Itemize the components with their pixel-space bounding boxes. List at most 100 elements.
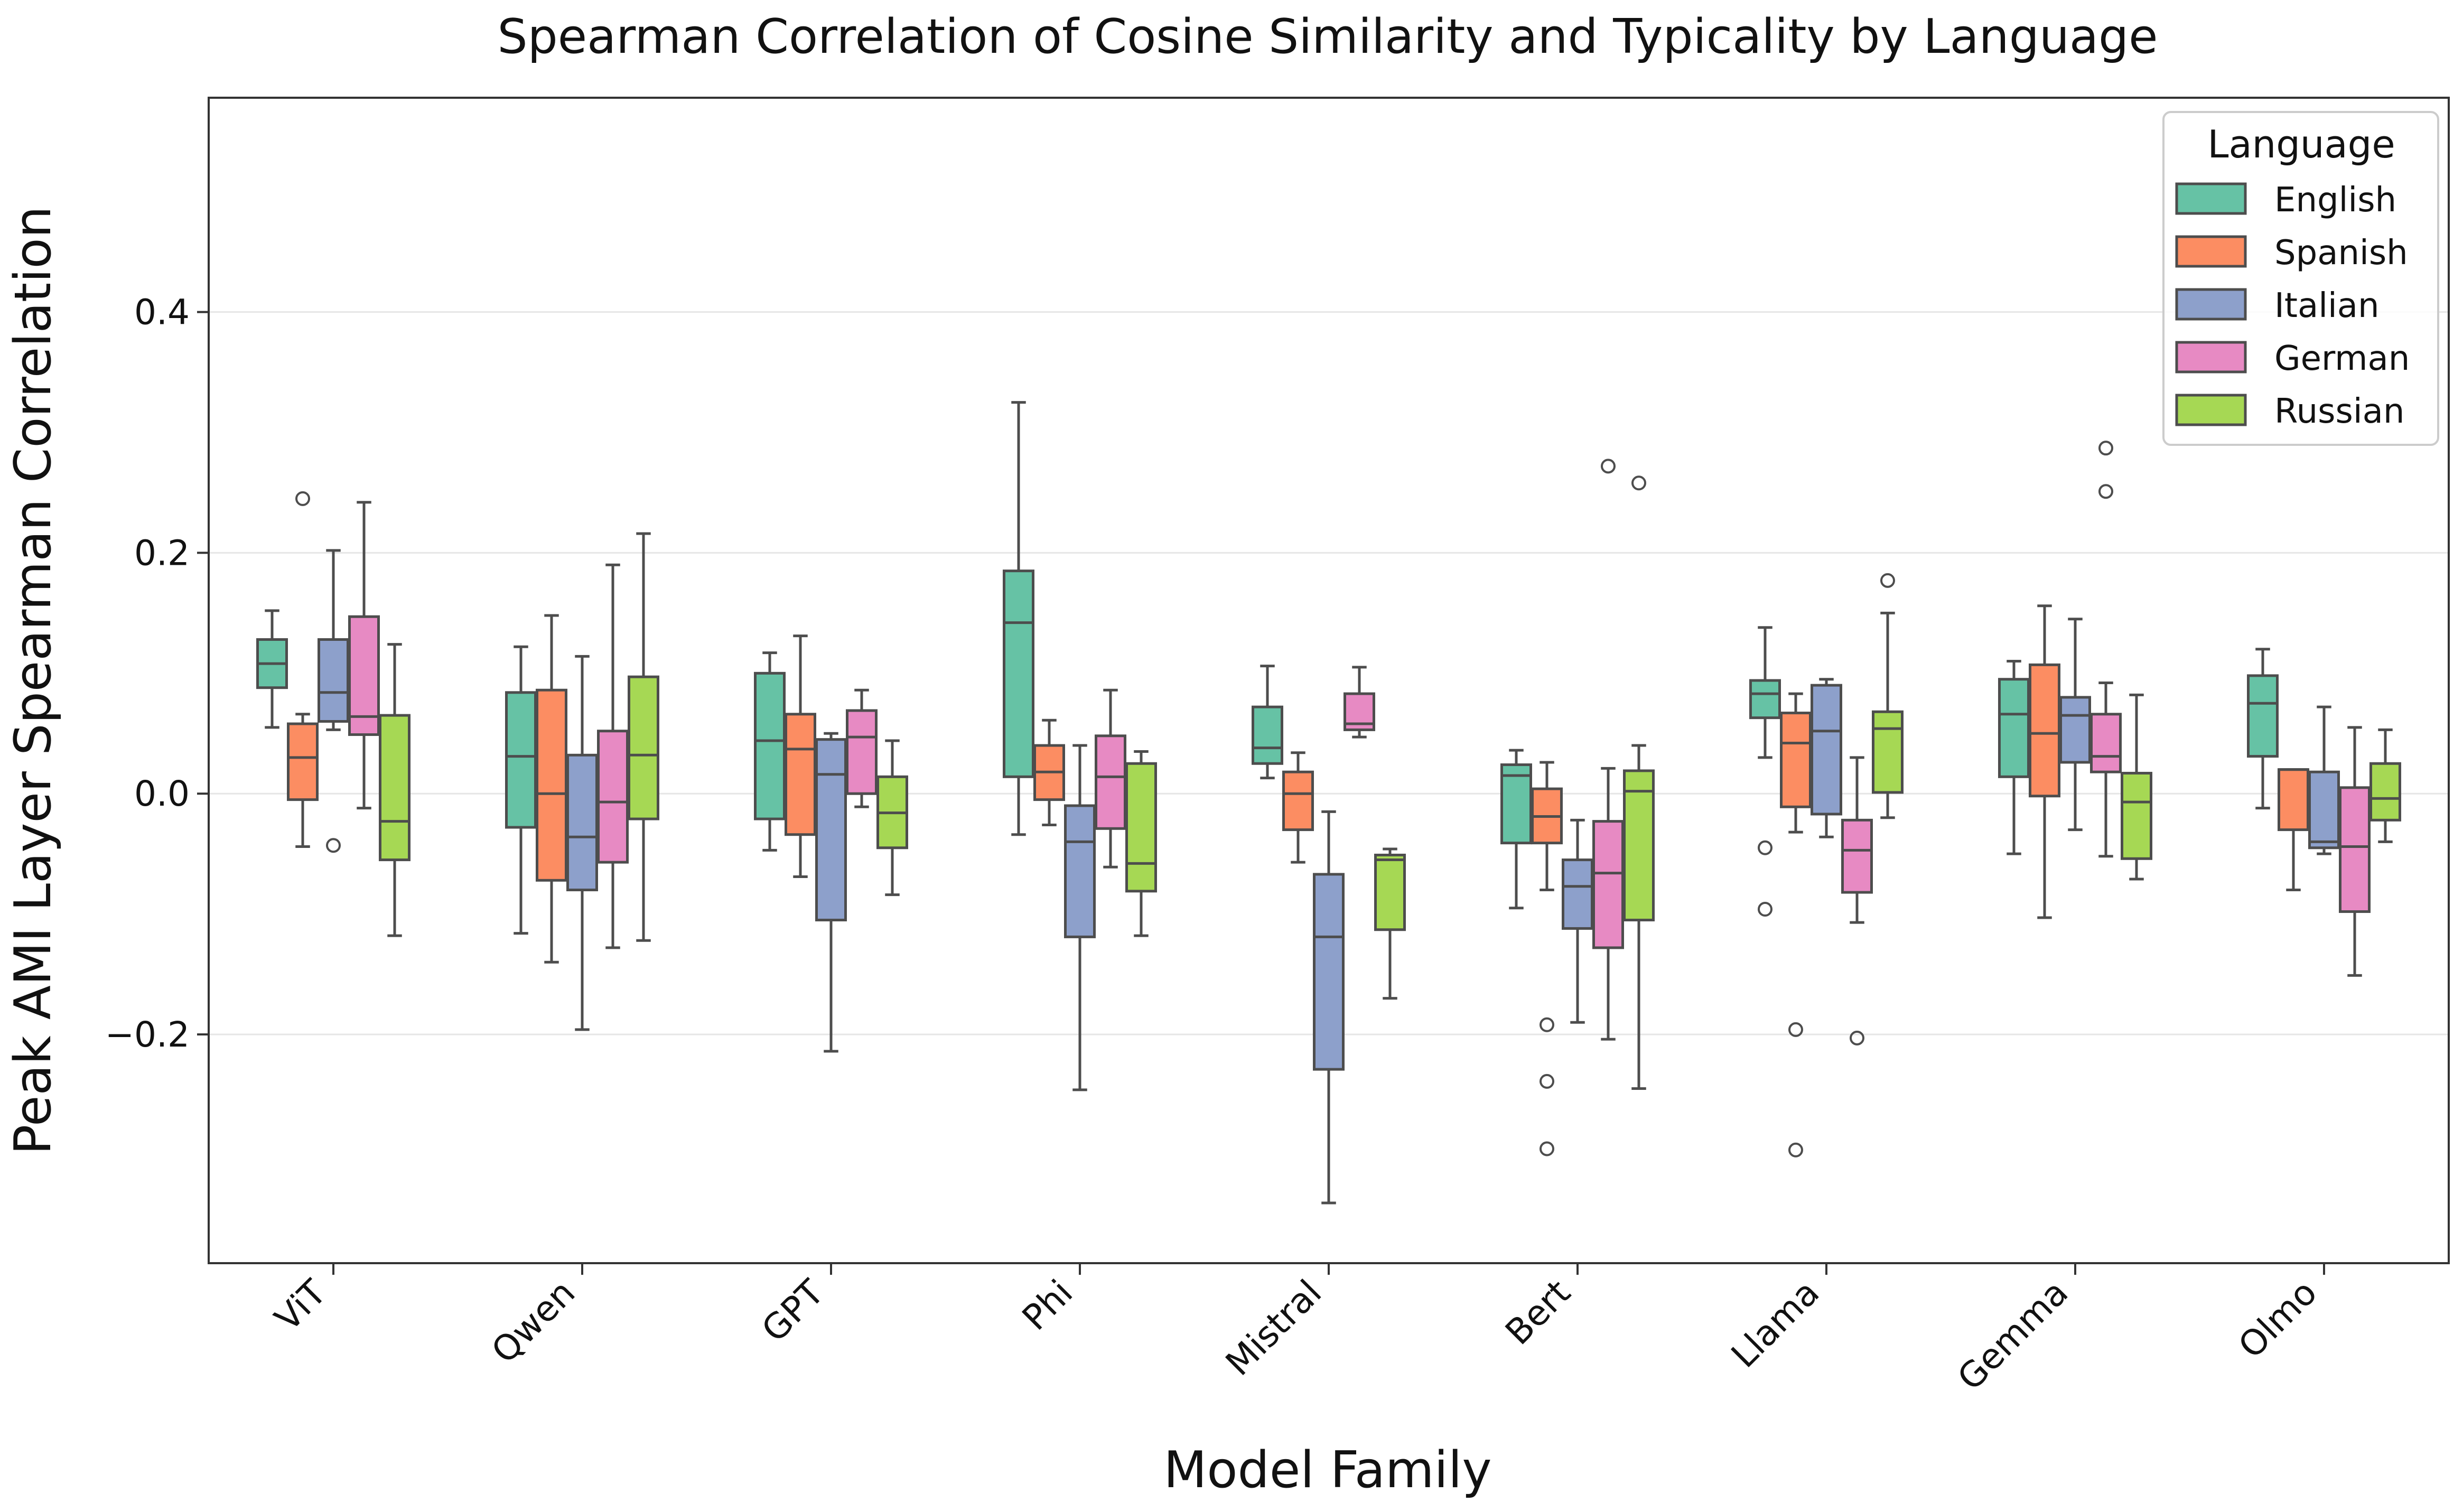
y-tick-label: −0.2 [105,1014,190,1055]
x-tick-label: Qwen [484,1272,583,1371]
box-body [2059,696,2091,764]
outlier-point [295,491,310,506]
box-body [815,738,847,922]
box-body [1872,710,1904,794]
outlier-point [1601,459,1616,474]
box-body [628,675,659,820]
box-body [1064,804,1096,938]
box-body [2121,771,2152,860]
box-russian-phi [1125,750,1157,937]
box-body [505,691,537,829]
legend-label-russian: Russian [2274,392,2404,431]
box-body [348,615,380,736]
x-tick-label: Gemma [1949,1272,2076,1398]
box-german-olmo [2339,726,2371,977]
box-english-olmo [2247,648,2279,810]
x-tick-label: Phi [1014,1272,1080,1338]
box-body [2090,713,2122,773]
box-german-gpt [846,688,878,808]
box-italian-llama [1811,678,1842,838]
chart-title: Spearman Correlation of Cosine Similarit… [497,9,2158,64]
box-spanish-mistral [1282,751,1314,864]
box-body [1998,678,2030,778]
box-body [1313,873,1345,1071]
box-body [2369,762,2401,822]
box-spanish-vit [287,491,319,848]
box-spanish-olmo [2278,768,2309,892]
box-body [2339,786,2371,913]
box-russian-qwen [628,532,659,942]
box-spanish-gemma [2029,604,2060,919]
box-english-mistral [1252,665,1283,780]
legend-title: Language [2207,122,2395,166]
box-body [1003,570,1034,778]
legend-label-italian: Italian [2274,286,2380,325]
box-body [318,638,349,723]
box-russian-olmo [2369,728,2401,843]
box-english-gpt [754,651,786,852]
outlier-point [2098,484,2113,499]
legend-swatch-spanish [2175,235,2247,268]
box-body [2278,768,2309,832]
box-body [754,671,786,820]
outlier-point [1631,475,1646,491]
legend-label-spanish: Spanish [2274,234,2408,273]
outlier-point [326,838,341,853]
box-spanish-phi [1033,718,1065,826]
outlier-point [1850,1030,1864,1046]
box-body [1562,858,1593,930]
box-body [2247,674,2279,758]
legend-label-german: German [2274,339,2410,378]
box-russian-vit [379,643,410,937]
x-tick-label: ViT [267,1272,334,1339]
box-body [1749,679,1781,720]
legend-label-english: English [2274,181,2396,220]
box-german-bert [1592,459,1624,1041]
box-italian-gemma [2059,618,2091,832]
box-body [1780,712,1812,808]
box-russian-gpt [876,739,908,897]
x-tick-label: Olmo [2231,1272,2325,1366]
box-italian-olmo [2308,705,2340,855]
x-tick-label: GPT [754,1272,832,1350]
box-body [597,730,629,864]
box-body [1623,769,1655,922]
box-english-bert [1500,749,1532,910]
axis-layer: −0.2 0.0 0.2 0.4 ViT Qwen GPT Phi Mistral Bert Lla… [105,292,2325,1398]
box-russian-bert [1623,475,1655,1090]
box-german-vit [348,501,380,810]
outlier-point [1758,840,1772,855]
box-spanish-gpt [785,634,816,878]
box-german-llama [1841,756,1873,1046]
y-tick-label: 0.0 [134,773,190,814]
box-spanish-bert [1531,761,1563,1156]
box-spanish-qwen [536,614,567,964]
y-tick-label: 0.4 [134,292,190,333]
legend-swatch-russian [2175,394,2247,426]
x-axis-title: Model Family [1163,1441,1491,1499]
box-body [1592,820,1624,949]
box-body [1811,684,1842,816]
box-body [1125,762,1157,893]
outlier-point [1788,1142,1803,1158]
box-body [1841,818,1873,894]
box-italian-vit [318,549,349,853]
x-tick-label: Mistral [1218,1272,1329,1384]
x-tick-label: Bert [1498,1272,1579,1353]
outlier-point [1758,901,1772,917]
box-italian-phi [1064,744,1096,1091]
outlier-point [1880,573,1895,588]
box-english-llama [1749,626,1781,917]
legend-swatch-german [2175,341,2247,374]
box-italian-qwen [566,655,598,1031]
box-body [1252,705,1283,765]
box-body [566,753,598,892]
box-body [1374,853,1406,931]
box-spanish-llama [1780,692,1812,1158]
box-german-qwen [597,563,629,949]
legend: Language English Spanish Italian German Russ… [2162,111,2439,446]
box-russian-gemma [2121,693,2152,881]
plot-layer [256,401,2401,1205]
box-german-phi [1095,688,1126,869]
